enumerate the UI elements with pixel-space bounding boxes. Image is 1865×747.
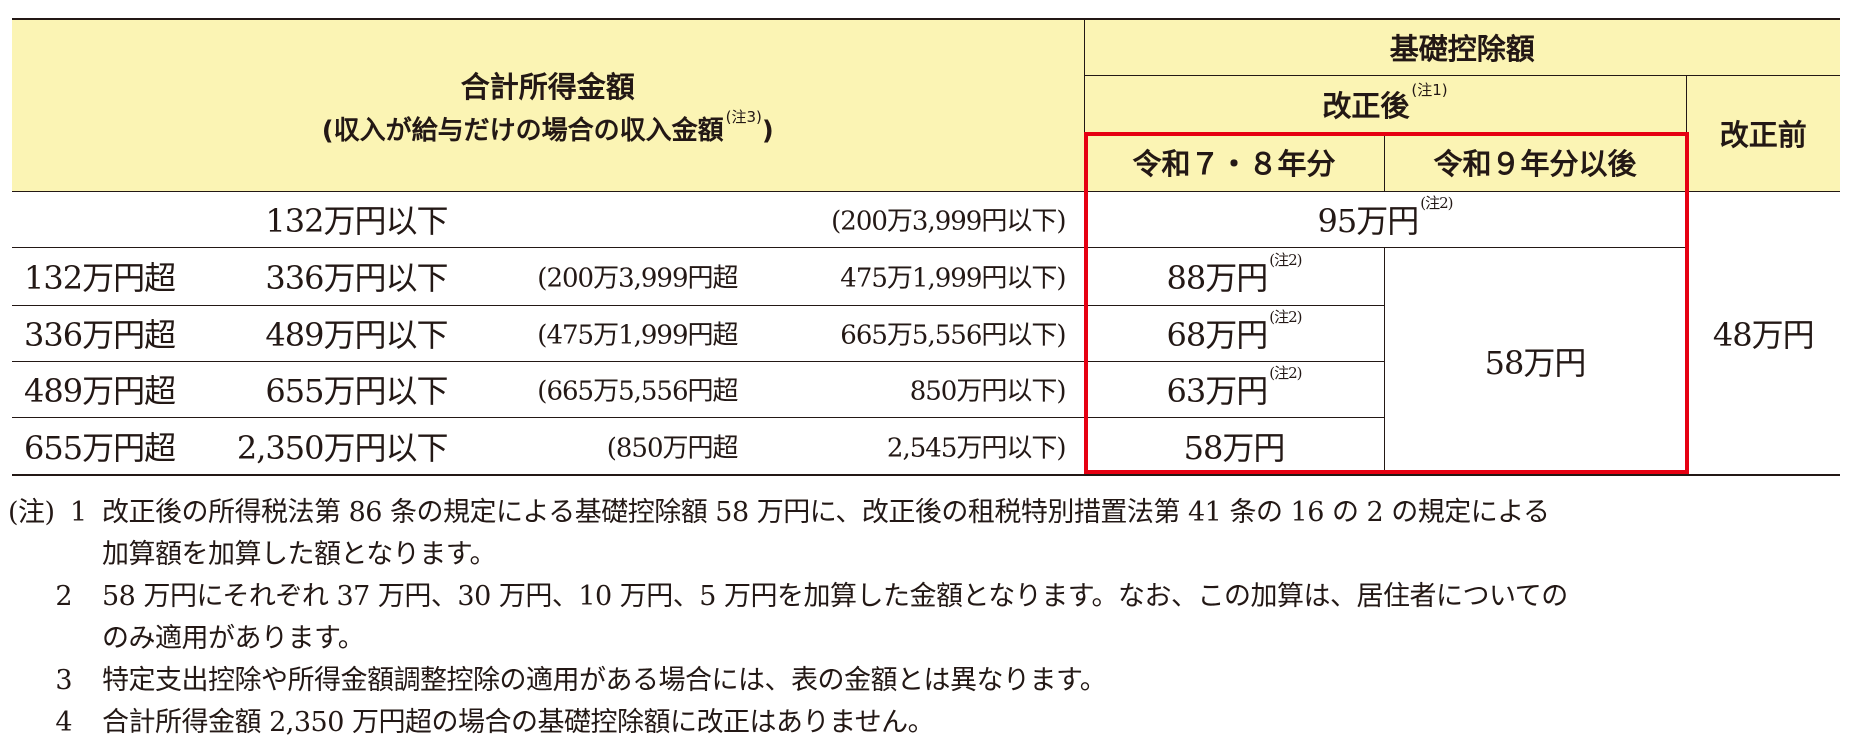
note-2-cont: のみ適用があります。 bbox=[102, 623, 365, 654]
income-title: 合計所得金額 bbox=[460, 69, 635, 104]
table-row: 655万円超 2,350万円以下 (850万円超 2,545万円以下) 58万円 bbox=[12, 416, 1840, 476]
note-4: 4 合計所得金額 2,350 万円超の場合の基礎控除額に改正はありません。 bbox=[55, 707, 935, 738]
header-after: 改正後 (注1) bbox=[1083, 74, 1687, 134]
table-row: 489万円超 655万円以下 (665万5,556円超 850万円以下) 63万円 (注… bbox=[12, 360, 1840, 418]
table-row: 336万円超 489万円以下 (475万1,999円超 665万5,556円以下) 6… bbox=[12, 304, 1840, 362]
deduction-r7-8: 88万円 (注2) bbox=[1083, 246, 1385, 306]
table-row: 132万円以下 (200万3,999円以下) 95万円 (注2) 48万円 bbox=[12, 190, 1840, 476]
header-r7-8: 令和７・８年分 bbox=[1083, 132, 1385, 192]
note-3: 3 特定支出控除や所得金額調整控除の適用がある場合には、表の金額とは異なります。 bbox=[55, 665, 1107, 696]
header-income: 合計所得金額 (収入が給与だけの場合の収入金額 (注3)) bbox=[12, 18, 1085, 192]
income-range: 132万円超 336万円以下 (200万3,999円超 475万1,999円以下) bbox=[12, 246, 1085, 306]
deduction-r7-8-and-r9: 95万円 (注2) bbox=[1083, 190, 1687, 248]
note-1-cont: 加算額を加算した額となります。 bbox=[102, 539, 496, 570]
header-deduction: 基礎控除額 bbox=[1083, 18, 1840, 76]
header-r9: 令和９年分以後 bbox=[1383, 132, 1687, 192]
income-range: 132万円以下 (200万3,999円以下) bbox=[12, 190, 1085, 248]
table-row: 132万円超 336万円以下 (200万3,999円超 475万1,999円以下) 8… bbox=[12, 246, 1840, 476]
income-range: 489万円超 655万円以下 (665万5,556円超 850万円以下) bbox=[12, 360, 1085, 418]
deduction-r7-8: 63万円 (注2) bbox=[1083, 360, 1385, 418]
income-range: 336万円超 489万円以下 (475万1,999円超 665万5,556円以下) bbox=[12, 304, 1085, 362]
header-before: 改正前 bbox=[1685, 74, 1840, 192]
note-1: (注) 1 改正後の所得税法第 86 条の規定による基礎控除額 58 万円に、改正後… bbox=[8, 497, 1550, 528]
deduction-r7-8: 68万円 (注2) bbox=[1083, 304, 1385, 362]
income-subtitle: (収入が給与だけの場合の収入金額 (注3)) bbox=[321, 107, 774, 146]
note-2: 2 58 万円にそれぞれ 37 万円、30 万円、10 万円、5 万円を加算した金… bbox=[55, 581, 1568, 612]
notes: (注) 1 改正後の所得税法第 86 条の規定による基礎控除額 58 万円に、改正後… bbox=[8, 492, 1568, 744]
deduction-before: 48万円 bbox=[1685, 190, 1840, 476]
deduction-r7-8: 58万円 bbox=[1083, 416, 1385, 476]
deduction-r9: 58万円 bbox=[1383, 246, 1687, 476]
income-range: 655万円超 2,350万円以下 (850万円超 2,545万円以下) bbox=[12, 416, 1085, 476]
basic-deduction-table: 合計所得金額 (収入が給与だけの場合の収入金額 (注3)) 基礎控除額 改正後 (注… bbox=[12, 18, 1840, 476]
